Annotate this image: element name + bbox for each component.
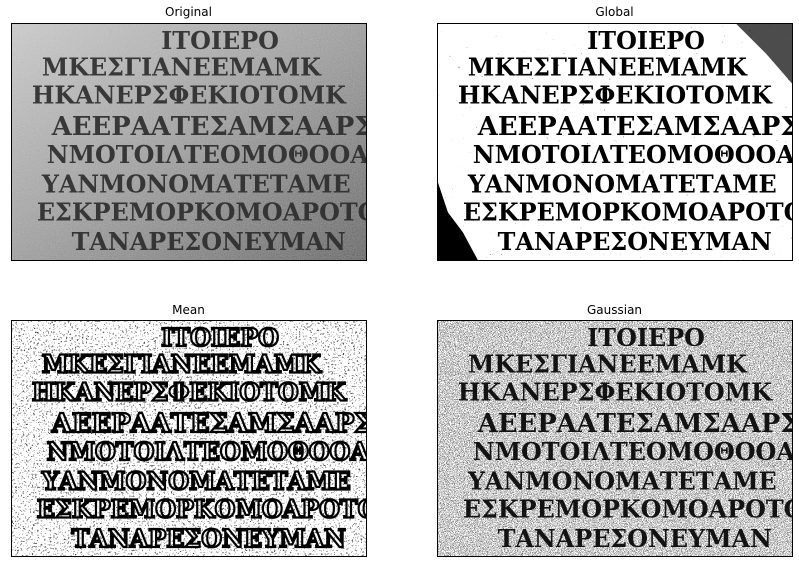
svg-text:ΥΑΝΜΟΝΟΜΑΤΕΤΑΜΕ: ΥΑΝΜΟΝΟΜΑΤΕΤΑΜΕ [41, 468, 351, 496]
svg-text:ΤΑΝΑΡΕΣΟΝΕΥΜΑΝ: ΤΑΝΑΡΕΣΟΝΕΥΜΑΝ [72, 525, 346, 553]
svg-text:ΗΚΑΝΕΡΣΦΕΚΙΟΤΟΜΚ: ΗΚΑΝΕΡΣΦΕΚΙΟΤΟΜΚ [458, 81, 773, 109]
svg-text:ΤΑΝΑΡΕΣΟΝΕΥΜΑΝ: ΤΑΝΑΡΕΣΟΝΕΥΜΑΝ [498, 525, 772, 553]
inscription-image-global: ΙΤΟΙΕΡΟ ΜΚΕΣΓΙΑΝΕΕΜΑΜΚ ΗΚΑΝΕΡΣΦΕΚΙΟΤΟΜΚ … [438, 24, 792, 260]
svg-text:ΝΜΟΤΟΙΛΤΕΟΜΟΘΟΟΑΛΥ: ΝΜΟΤΟΙΛΤΕΟΜΟΘΟΟΑΛΥ [473, 438, 792, 466]
svg-text:ΙΤΟΙΕΡΟ: ΙΤΟΙΕΡΟ [161, 324, 279, 352]
svg-text:ΑΕΕΡΑΑΤΕΣΑΜΣΑΑΡΣΑ: ΑΕΕΡΑΑΤΕΣΑΜΣΑΑΡΣΑ [477, 112, 792, 142]
svg-text:ΗΚΑΝΕΡΣΦΕΚΙΟΤΟΜΚ: ΗΚΑΝΕΡΣΦΕΚΙΟΤΟΜΚ [458, 378, 773, 406]
svg-text:ΝΜΟΤΟΙΛΤΕΟΜΟΘΟΟΑΛΥ: ΝΜΟΤΟΙΛΤΕΟΜΟΘΟΟΑΛΥ [47, 438, 366, 466]
svg-text:ΥΑΝΜΟΝΟΜΑΤΕΤΑΜΕ: ΥΑΝΜΟΝΟΜΑΤΕΤΑΜΕ [467, 468, 777, 496]
svg-text:ΑΕΕΡΑΑΤΕΣΑΜΣΑΑΡΣΑ: ΑΕΕΡΑΑΤΕΣΑΜΣΑΑΡΣΑ [51, 409, 366, 439]
svg-text:ΙΤΟΙΕΡΟ: ΙΤΟΙΕΡΟ [587, 324, 705, 352]
svg-text:ΕΣΚΡΕΜΟΡΚΟΜΟΑΡΟΤΟ: ΕΣΚΡΕΜΟΡΚΟΜΟΑΡΟΤΟ [37, 198, 366, 226]
inscription-image-gaussian: ΙΤΟΙΕΡΟ ΜΚΕΣΓΙΑΝΕΕΜΑΜΚ ΗΚΑΝΕΡΣΦΕΚΙΟΤΟΜΚ … [438, 321, 792, 556]
svg-text:ΕΣΚΡΕΜΟΡΚΟΜΟΑΡΟΤΟ: ΕΣΚΡΕΜΟΡΚΟΜΟΑΡΟΤΟ [37, 495, 366, 523]
svg-text:ΥΑΝΜΟΝΟΜΑΤΕΤΑΜΕ: ΥΑΝΜΟΝΟΜΑΤΕΤΑΜΕ [41, 171, 351, 199]
svg-text:ΙΤΟΙΕΡΟ: ΙΤΟΙΕΡΟ [161, 27, 279, 55]
svg-text:ΥΑΝΜΟΝΟΜΑΤΕΤΑΜΕ: ΥΑΝΜΟΝΟΜΑΤΕΤΑΜΕ [467, 171, 777, 199]
svg-text:ΕΣΚΡΕΜΟΡΚΟΜΟΑΡΟΤΟ: ΕΣΚΡΕΜΟΡΚΟΜΟΑΡΟΤΟ [463, 198, 792, 226]
svg-text:ΗΚΑΝΕΡΣΦΕΚΙΟΤΟΜΚ: ΗΚΑΝΕΡΣΦΕΚΙΟΤΟΜΚ [32, 81, 347, 109]
svg-text:ΕΣΚΡΕΜΟΡΚΟΜΟΑΡΟΤΟ: ΕΣΚΡΕΜΟΡΚΟΜΟΑΡΟΤΟ [463, 495, 792, 523]
panel-image-gaussian: ΙΤΟΙΕΡΟ ΜΚΕΣΓΙΑΝΕΕΜΑΜΚ ΗΚΑΝΕΡΣΦΕΚΙΟΤΟΜΚ … [437, 320, 793, 557]
svg-text:ΗΚΑΝΕΡΣΦΕΚΙΟΤΟΜΚ: ΗΚΑΝΕΡΣΦΕΚΙΟΤΟΜΚ [32, 378, 347, 406]
svg-text:ΜΚΕΣΓΙΑΝΕΕΜΑΜΚ: ΜΚΕΣΓΙΑΝΕΕΜΑΜΚ [468, 54, 748, 82]
panel-image-original: ΙΤΟΙΕΡΟ ΜΚΕΣΓΙΑΝΕΕΜΑΜΚ ΗΚΑΝΕΡΣΦΕΚΙΟΤΟΜΚ … [11, 23, 367, 261]
svg-text:ΜΚΕΣΓΙΑΝΕΕΜΑΜΚ: ΜΚΕΣΓΙΑΝΕΕΜΑΜΚ [468, 351, 748, 379]
panel-image-mean: ΙΤΟΙΕΡΟ ΜΚΕΣΓΙΑΝΕΕΜΑΜΚ ΗΚΑΝΕΡΣΦΕΚΙΟΤΟΜΚ … [11, 320, 367, 557]
svg-text:ΜΚΕΣΓΙΑΝΕΕΜΑΜΚ: ΜΚΕΣΓΙΑΝΕΕΜΑΜΚ [42, 54, 322, 82]
svg-text:ΤΑΝΑΡΕΣΟΝΕΥΜΑΝ: ΤΑΝΑΡΕΣΟΝΕΥΜΑΝ [72, 228, 346, 256]
panel-title-mean: Mean [172, 303, 205, 317]
inscription-image-mean: ΙΤΟΙΕΡΟ ΜΚΕΣΓΙΑΝΕΕΜΑΜΚ ΗΚΑΝΕΡΣΦΕΚΙΟΤΟΜΚ … [12, 321, 366, 556]
inscription-image-original: ΙΤΟΙΕΡΟ ΜΚΕΣΓΙΑΝΕΕΜΑΜΚ ΗΚΑΝΕΡΣΦΕΚΙΟΤΟΜΚ … [12, 24, 366, 260]
svg-text:ΜΚΕΣΓΙΑΝΕΕΜΑΜΚ: ΜΚΕΣΓΙΑΝΕΕΜΑΜΚ [42, 351, 322, 379]
svg-text:ΑΕΕΡΑΑΤΕΣΑΜΣΑΑΡΣΑ: ΑΕΕΡΑΑΤΕΣΑΜΣΑΑΡΣΑ [477, 409, 792, 439]
svg-text:ΤΑΝΑΡΕΣΟΝΕΥΜΑΝ: ΤΑΝΑΡΕΣΟΝΕΥΜΑΝ [498, 228, 772, 256]
svg-text:ΑΕΕΡΑΑΤΕΣΑΜΣΑΑΡΣΑ: ΑΕΕΡΑΑΤΕΣΑΜΣΑΑΡΣΑ [51, 112, 366, 142]
panel-image-global: ΙΤΟΙΕΡΟ ΜΚΕΣΓΙΑΝΕΕΜΑΜΚ ΗΚΑΝΕΡΣΦΕΚΙΟΤΟΜΚ … [437, 23, 793, 261]
panel-title-gaussian: Gaussian [586, 303, 643, 317]
panel-title-original: Original [165, 5, 212, 19]
svg-text:ΝΜΟΤΟΙΛΤΕΟΜΟΘΟΟΑΛΥ: ΝΜΟΤΟΙΛΤΕΟΜΟΘΟΟΑΛΥ [47, 141, 366, 169]
svg-text:ΙΤΟΙΕΡΟ: ΙΤΟΙΕΡΟ [587, 27, 705, 55]
panel-title-global: Global [595, 5, 634, 19]
svg-text:ΝΜΟΤΟΙΛΤΕΟΜΟΘΟΟΑΛΥ: ΝΜΟΤΟΙΛΤΕΟΜΟΘΟΟΑΛΥ [473, 141, 792, 169]
